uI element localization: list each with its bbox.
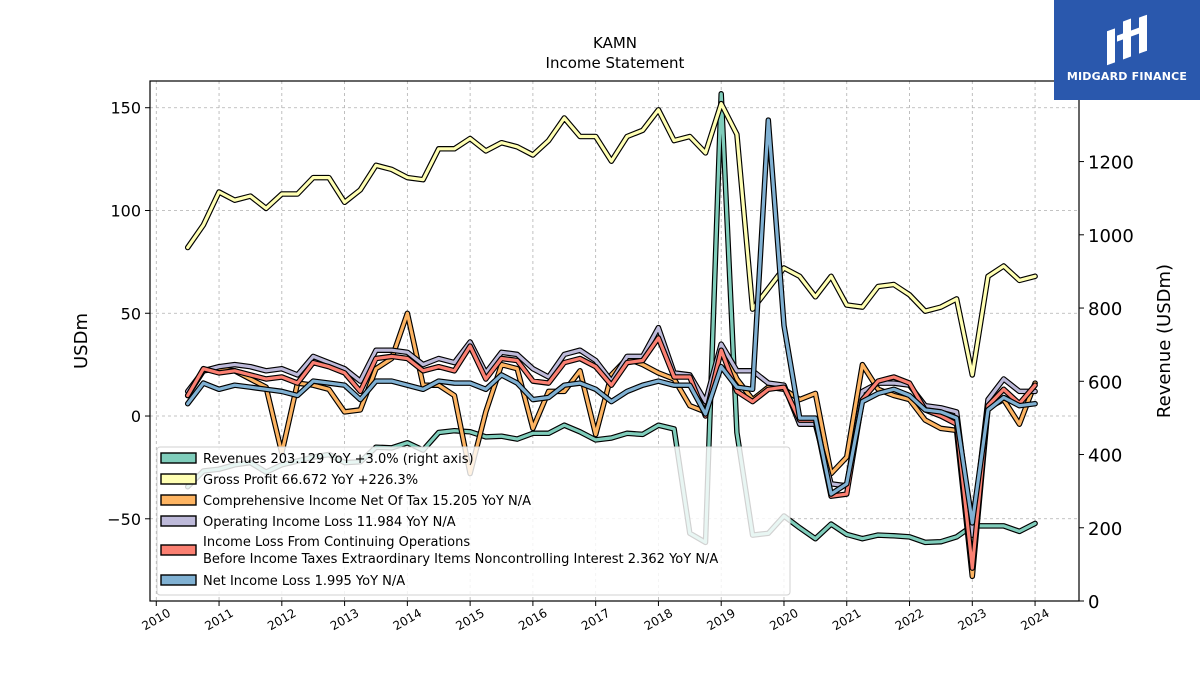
legend-swatch xyxy=(160,544,197,556)
logo-mark-icon xyxy=(1107,14,1147,66)
legend-box xyxy=(156,446,791,596)
legend-label: Comprehensive Income Net Of Tax 15.205 Y… xyxy=(203,494,531,509)
series-line-comprehensive-income-net-of-tax xyxy=(186,311,1037,578)
left-tick-label: 0 xyxy=(131,407,141,426)
right-tick-label: 1200 xyxy=(1088,153,1134,174)
left-tick-label: 50 xyxy=(121,304,141,323)
right-axis-label: Revenue (USDm) xyxy=(1154,264,1175,418)
chart-title: KAMN xyxy=(593,34,637,52)
logo-text: MIDGARD FINANCE xyxy=(1066,70,1188,83)
right-tick-label: 600 xyxy=(1088,372,1122,393)
legend-swatch xyxy=(160,473,197,485)
legend-swatch xyxy=(160,574,197,586)
legend-label: Operating Income Loss 11.984 YoY N/A xyxy=(203,515,456,530)
legend-swatch xyxy=(160,494,197,506)
chart-subtitle: Income Statement xyxy=(546,54,685,72)
left-axis-label: USDm xyxy=(71,313,92,369)
legend-label: Income Loss From Continuing Operations xyxy=(203,535,470,550)
right-tick-label: 1000 xyxy=(1088,226,1134,247)
plot-frame xyxy=(149,80,1080,602)
legend-swatch xyxy=(160,515,197,527)
midgard-finance-logo: MIDGARD FINANCE xyxy=(1054,0,1200,100)
series-line-gross-profit xyxy=(186,101,1037,377)
right-tick-label: 800 xyxy=(1088,299,1122,320)
right-tick-label: 400 xyxy=(1088,446,1122,467)
legend-label-line2: Before Income Taxes Extraordinary Items … xyxy=(203,552,718,567)
right-tick-label: 0 xyxy=(1088,592,1099,613)
series-line-income-loss-from-continuing-operations-before-income-taxes-extraordinary-items-noncontrolling-interest xyxy=(186,336,1037,570)
series-line-net-income-loss xyxy=(186,118,1037,525)
legend-swatch xyxy=(160,452,197,464)
legend-label: Gross Profit 66.672 YoY +226.3% xyxy=(203,473,418,488)
legend: Revenues 203.129 YoY +3.0% (right axis) G… xyxy=(156,446,791,596)
legend-label: Net Income Loss 1.995 YoY N/A xyxy=(203,574,405,589)
legend-label: Revenues 203.129 YoY +3.0% (right axis) xyxy=(203,452,474,467)
left-tick-label: 150 xyxy=(110,99,141,118)
left-tick-label: 100 xyxy=(110,201,141,220)
left-tick-label: −50 xyxy=(107,510,141,529)
right-tick-label: 200 xyxy=(1088,519,1122,540)
